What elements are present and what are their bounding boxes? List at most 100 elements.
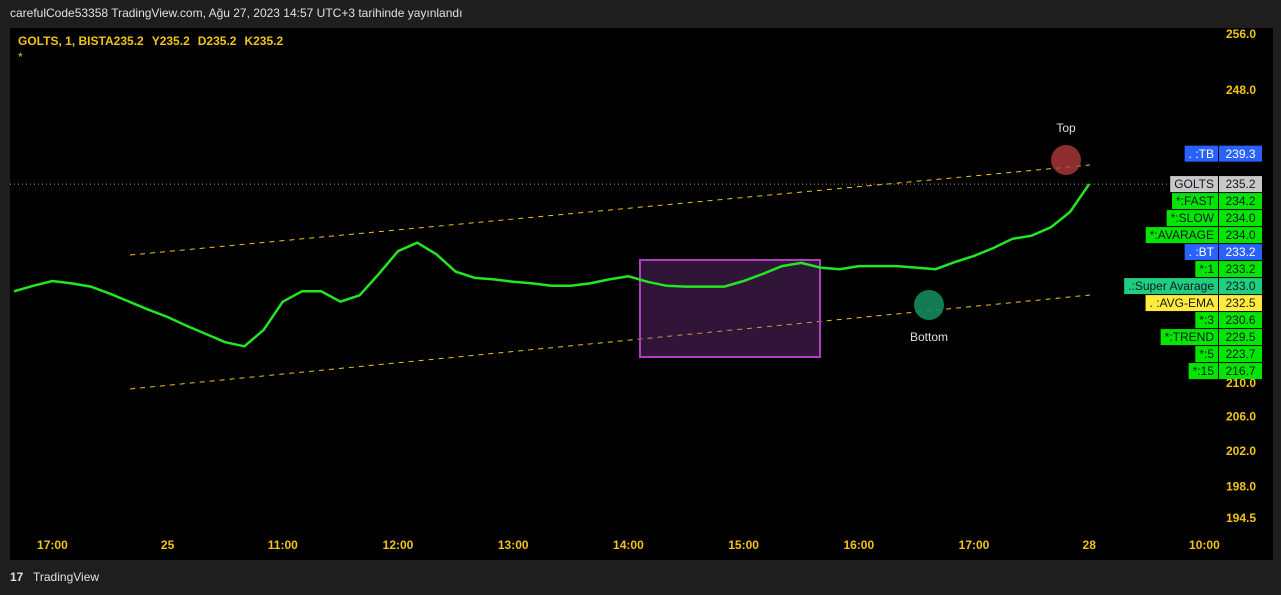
price-label-value: 232.5 (1225, 296, 1255, 310)
price-label-value-box (1219, 227, 1262, 244)
price-label-value: 230.6 (1225, 313, 1255, 327)
price-label-name-box (1160, 329, 1218, 346)
top-marker (1051, 145, 1081, 175)
x-tick-label: 14:00 (613, 538, 644, 552)
price-label-value-box (1219, 176, 1262, 193)
price-label-name: .:Super Avarage (1128, 279, 1214, 293)
price-label-value: 229.5 (1225, 330, 1255, 344)
price-label-value-box (1219, 329, 1262, 346)
price-label: 234.0 *:SLOW (1166, 210, 1262, 227)
price-label-value: 234.0 (1225, 211, 1255, 225)
price-label-name: *:AVARAGE (1150, 228, 1214, 242)
logo: 17 (10, 570, 24, 584)
price-label-value: 234.0 (1225, 228, 1255, 242)
price-label-value-box (1219, 312, 1262, 329)
price-label: 230.6 *:3 (1195, 312, 1262, 329)
price-label-name: . :AVG-EMA (1150, 296, 1214, 310)
y-tick-label: 198.0 (1226, 479, 1256, 493)
price-label-name-box (1195, 261, 1218, 278)
price-label-name-box (1170, 176, 1218, 193)
price-label-value-box (1219, 261, 1262, 278)
price-label-value-box (1219, 363, 1262, 380)
highlight-box (639, 259, 821, 358)
x-tick-label: 15:00 (728, 538, 759, 552)
dot: * (18, 50, 23, 64)
price-label-name: *:5 (1199, 347, 1214, 361)
annotation: Top (1056, 121, 1076, 135)
x-tick-label: 11:00 (268, 538, 298, 552)
price-line (13, 183, 1091, 348)
price-label: 232.5 . :AVG-EMA (1145, 295, 1262, 312)
price-label: 239.3 . :TB (1184, 145, 1262, 162)
x-tick-label: 10:00 (1189, 538, 1220, 552)
price-label-name: *:TREND (1165, 330, 1215, 344)
x-tick-label: 25 (161, 538, 175, 552)
price-label-name: . :BT (1189, 245, 1215, 259)
price-label-name-box (1195, 312, 1218, 329)
y-tick-label: 256.0 (1226, 27, 1256, 41)
price-label-name: *:15 (1193, 364, 1215, 378)
price-label-name-box (1145, 227, 1218, 244)
price-label-name: *:SLOW (1171, 211, 1215, 225)
annotation: Bottom (910, 330, 948, 344)
ohlc-value: K235.2 (244, 34, 283, 48)
y-tick-label: 202.0 (1226, 444, 1256, 458)
price-label-value: 233.0 (1225, 279, 1255, 293)
price-label-value: 223.7 (1225, 347, 1255, 361)
price-label-value-box (1219, 346, 1262, 363)
y-tick-label: 206.0 (1226, 410, 1256, 424)
x-tick-label: 28 (1083, 538, 1097, 552)
price-label-name: GOLTS (1174, 177, 1214, 191)
ohlc-value: Y235.2 (152, 34, 190, 48)
brand: TradingView (33, 570, 99, 584)
y-tick-label: 248.0 (1226, 83, 1256, 97)
y-tick-label: 194.5 (1226, 511, 1256, 525)
bottom-marker (914, 290, 944, 320)
price-label-value: 233.2 (1225, 245, 1255, 259)
price-label-value-box (1219, 244, 1262, 261)
price-label: 233.2 . :BT (1184, 244, 1262, 261)
price-label-name-box (1195, 346, 1218, 363)
price-label-value: 233.2 (1225, 262, 1255, 276)
ohlc-value: D235.2 (198, 34, 237, 48)
y-tick-label: 210.0 (1226, 376, 1256, 390)
price-label: 229.5 *:TREND (1160, 329, 1262, 346)
price-label: 233.2 *:1 (1195, 261, 1262, 278)
price-label: 233.0 .:Super Avarage (1124, 278, 1262, 295)
x-tick-label: 12:00 (383, 538, 414, 552)
price-label-value-box (1219, 210, 1262, 227)
price-label: 234.2 *:FAST (1171, 193, 1262, 210)
price-label-value: 235.2 (1225, 177, 1255, 191)
price-label-value: 234.2 (1225, 194, 1255, 208)
price-label-name: *:FAST (1176, 194, 1215, 208)
price-label-value-box (1219, 193, 1262, 210)
price-label-name-box (1145, 295, 1218, 312)
price-label-name-box (1184, 145, 1218, 162)
price-label-value-box (1219, 295, 1262, 312)
price-label: 235.2 GOLTS (1170, 176, 1262, 193)
x-tick-label: 16:00 (843, 538, 874, 552)
price-label-name: *:1 (1199, 262, 1214, 276)
price-label-name-box (1166, 210, 1218, 227)
price-label-name-box (1184, 244, 1218, 261)
plot-area (10, 28, 1273, 560)
publisher: carefulCode53358 TradingView.com, Ağu 27… (10, 6, 462, 20)
price-label-value: 216.7 (1225, 364, 1255, 378)
x-tick-label: 13:00 (498, 538, 529, 552)
channel-upper (129, 164, 1091, 256)
x-tick-label: 17:00 (959, 538, 990, 552)
symbol: GOLTS, 1, BIST (18, 34, 106, 48)
price-label: 234.0 *:AVARAGE (1145, 227, 1262, 244)
x-tick-label: 17:00 (37, 538, 68, 552)
price-label-name-box (1188, 363, 1218, 380)
price-label-name-box (1171, 193, 1218, 210)
price-label-name: . :TB (1189, 147, 1214, 161)
price-label: 223.7 *:5 (1195, 346, 1262, 363)
price-label-name: *:3 (1199, 313, 1214, 327)
price-label-value-box (1219, 278, 1262, 295)
price-label-name-box (1124, 278, 1218, 295)
ohlc-value: A235.2 (105, 34, 144, 48)
price-label-value: 239.3 (1225, 147, 1255, 161)
